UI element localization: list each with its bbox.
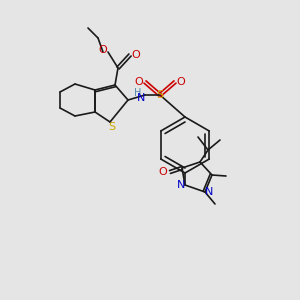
Text: O: O: [159, 167, 167, 177]
Text: N: N: [177, 180, 185, 190]
Text: H: H: [134, 88, 142, 98]
Text: S: S: [108, 122, 116, 132]
Text: N: N: [137, 93, 145, 103]
Text: O: O: [177, 77, 185, 87]
Text: O: O: [132, 50, 140, 60]
Text: S: S: [156, 90, 164, 100]
Text: O: O: [99, 45, 107, 55]
Text: N: N: [205, 187, 213, 197]
Text: O: O: [135, 77, 143, 87]
